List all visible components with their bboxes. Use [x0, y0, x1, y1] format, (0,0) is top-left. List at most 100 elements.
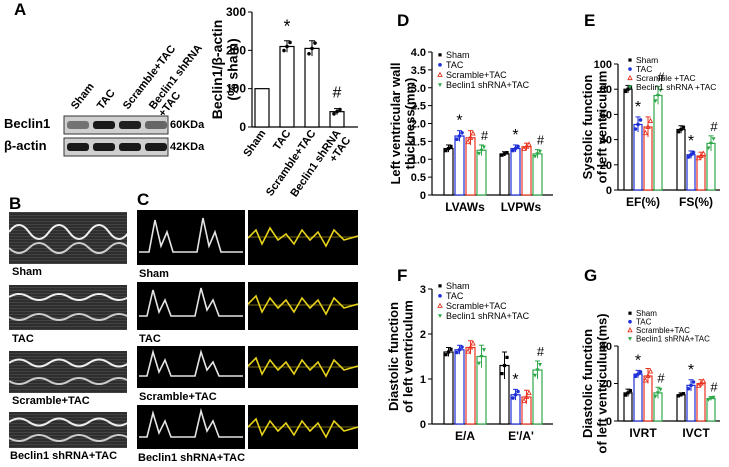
data-point — [656, 391, 660, 396]
x-category-label: FS(%) — [679, 195, 713, 209]
data-point — [538, 363, 542, 367]
y-tick-label: 2.5 — [411, 101, 426, 113]
data-point — [658, 88, 663, 93]
data-point — [706, 398, 711, 402]
data-point — [700, 150, 707, 156]
data-point — [676, 130, 681, 134]
x-category-label: E/A — [455, 429, 475, 443]
data-point — [438, 314, 442, 319]
data-point — [645, 123, 651, 130]
y-tick-label: 3.0 — [411, 83, 426, 95]
y-tick-label: 20 — [600, 160, 612, 172]
y-tick-label: 3.5 — [411, 65, 426, 77]
significance-mark: # — [537, 133, 545, 148]
data-point — [626, 87, 630, 91]
data-point — [691, 380, 696, 384]
data-point — [645, 372, 651, 379]
blot-size-label: 60KDa — [170, 119, 205, 131]
legend-entry: Beclin1 shRNA+TAC — [446, 80, 530, 90]
y-tick-label: 40 — [600, 341, 612, 353]
data-point — [647, 368, 654, 374]
y-tick-label: 100 — [226, 82, 246, 96]
y-tick-label: 0 — [606, 185, 612, 197]
data-point — [636, 122, 640, 127]
data-point — [505, 151, 509, 155]
panel-label-c: C — [137, 190, 150, 209]
mmode-caption-tac: TAC — [12, 333, 34, 345]
data-point — [505, 355, 509, 359]
data-point — [500, 372, 504, 376]
y-axis-label: Beclin1/β-actin(% sham) — [209, 20, 240, 120]
data-point — [444, 149, 448, 153]
legend-entry: Scramble+TAC — [446, 301, 507, 311]
mmode-image-shrna-tac — [9, 412, 127, 448]
legend-entry: Sham — [636, 55, 658, 65]
significance-mark: * — [635, 352, 641, 369]
mmode-image-tac — [9, 285, 127, 330]
data-point — [689, 152, 693, 157]
data-point — [523, 393, 530, 400]
significance-mark: # — [657, 370, 665, 385]
doppler-caption-shrna-tac: Beclin1 shRNA+TAC — [138, 452, 246, 464]
y-tick-label: 80 — [600, 84, 612, 96]
significance-mark: * — [688, 362, 694, 379]
significance-mark: * — [688, 133, 694, 150]
data-point — [681, 125, 686, 129]
x-category-label: EF(%) — [626, 195, 660, 209]
y-tick-label: 200 — [226, 43, 246, 57]
data-point — [628, 67, 632, 71]
data-point — [446, 146, 451, 151]
data-point — [437, 71, 443, 77]
blot-band — [93, 143, 115, 151]
legend-entry: Beclin1 shRNA+TAC — [636, 335, 710, 344]
data-point — [457, 134, 462, 138]
bar-ivrt-tac — [633, 373, 643, 422]
data-point — [310, 46, 314, 51]
panel-label-g: G — [584, 266, 598, 285]
data-point — [628, 389, 633, 393]
doppler-mitral-sham — [137, 210, 245, 265]
data-point — [502, 152, 507, 156]
data-point — [338, 107, 342, 112]
data-point — [628, 311, 632, 315]
data-point — [676, 394, 681, 398]
doppler-mitral-tac — [137, 282, 245, 330]
data-point — [465, 348, 471, 354]
blot-size-label: 42KDa — [170, 141, 205, 153]
data-point — [679, 127, 683, 132]
data-point — [535, 368, 540, 373]
y-axis-label: Diastolic functionof left ventriculum(ms… — [580, 313, 609, 453]
doppler-caption-tac: TAC — [139, 333, 161, 345]
y-tick-label: 1 — [420, 374, 426, 386]
data-point — [706, 146, 711, 151]
data-point — [535, 152, 540, 157]
y-tick-label: 0 — [420, 190, 426, 202]
data-point — [633, 127, 638, 131]
significance-mark: # — [333, 85, 342, 102]
data-point — [444, 353, 448, 357]
data-point — [332, 112, 336, 116]
bar-sham — [254, 88, 270, 128]
y-tick-label: 0 — [239, 120, 246, 134]
data-point — [626, 391, 630, 395]
legend-entry: Scramble +TAC — [636, 73, 696, 83]
y-tick-label: 0.5 — [411, 172, 426, 184]
y-tick-label: 100 — [594, 59, 612, 71]
data-point — [282, 48, 286, 53]
data-point — [711, 137, 716, 142]
x-category-label: LVPWs — [501, 200, 542, 214]
mmode-image-sham — [9, 212, 127, 264]
data-point — [711, 395, 716, 400]
data-point — [502, 363, 507, 368]
data-point — [686, 386, 691, 391]
y-tick-label: 1.5 — [411, 136, 426, 148]
data-point — [533, 373, 537, 378]
bar-ivct-scramble-tac — [696, 382, 706, 422]
data-point — [467, 344, 474, 350]
data-point — [479, 354, 484, 359]
